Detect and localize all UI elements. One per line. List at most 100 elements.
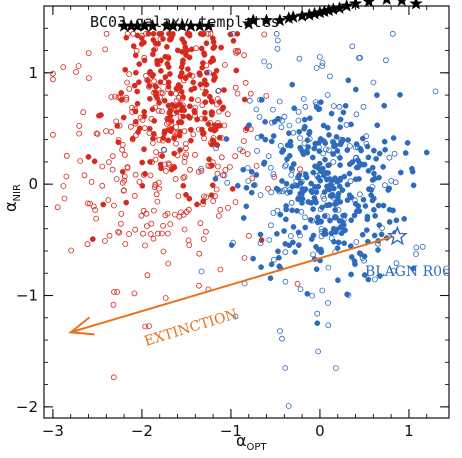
- data-point-open: [286, 122, 293, 129]
- data-point-filled: [190, 79, 197, 86]
- data-point-filled: [337, 162, 343, 168]
- data-point-open: [312, 186, 319, 193]
- data-point-open: [150, 207, 157, 214]
- data-point-filled: [200, 130, 207, 137]
- data-point-open: [140, 207, 147, 214]
- data-point-filled: [191, 109, 198, 116]
- data-point-filled: [208, 192, 215, 199]
- data-point-open: [241, 255, 248, 261]
- data-point-filled: [218, 44, 224, 51]
- data-point-open: [132, 171, 139, 178]
- data-point-open: [187, 166, 193, 173]
- data-point-filled: [301, 116, 308, 123]
- data-point-open: [110, 301, 117, 308]
- tick-labels: −3 −2 −1 0 1−2−101: [16, 64, 414, 440]
- data-point-filled: [371, 232, 378, 239]
- data-point-open: [234, 90, 241, 97]
- data-point-filled: [199, 64, 206, 71]
- data-point-open: [54, 204, 61, 211]
- data-point-filled: [373, 155, 379, 162]
- data-point-filled: [289, 207, 295, 214]
- data-point-filled: [152, 40, 159, 47]
- data-point-filled: [182, 75, 189, 82]
- data-point-open: [165, 160, 172, 167]
- data-point-filled: [156, 100, 162, 106]
- data-point-filled: [344, 197, 351, 203]
- data-point-filled: [331, 185, 337, 192]
- data-point-open: [151, 184, 158, 191]
- data-point-open: [270, 106, 276, 113]
- data-point-filled: [147, 68, 154, 75]
- data-point-filled: [315, 139, 322, 146]
- data-point-open: [318, 249, 325, 256]
- data-point-filled: [340, 109, 347, 116]
- data-point-filled: [171, 135, 178, 142]
- data-point-open: [334, 151, 341, 158]
- data-point-filled: [289, 81, 296, 88]
- data-point-open: [296, 232, 303, 239]
- data-point-filled: [335, 277, 341, 284]
- data-point-open: [138, 212, 145, 219]
- data-point-open: [113, 176, 120, 183]
- data-point-filled: [335, 239, 342, 246]
- data-point-filled: [352, 261, 358, 268]
- data-point-open: [330, 103, 337, 109]
- data-point-open: [106, 232, 113, 239]
- data-point-open: [300, 171, 307, 178]
- data-point-open: [192, 151, 198, 158]
- data-point-open: [282, 163, 288, 170]
- data-point-open: [181, 173, 188, 180]
- data-point-open: [251, 181, 258, 188]
- y-tick-label: −1: [16, 287, 38, 305]
- data-point-open: [186, 242, 193, 249]
- data-point-open: [389, 30, 396, 37]
- data-point-filled: [376, 222, 383, 228]
- data-point-open: [324, 92, 331, 98]
- data-point-filled: [268, 138, 275, 145]
- template-star: [382, 0, 391, 6]
- data-point-open: [316, 171, 323, 178]
- data-point-open: [167, 221, 174, 228]
- data-point-open: [268, 119, 275, 126]
- data-point-filled: [210, 39, 217, 45]
- data-point-filled: [360, 196, 367, 203]
- data-point-open: [279, 335, 285, 342]
- data-point-filled: [200, 60, 206, 66]
- data-point-filled: [194, 116, 200, 123]
- data-point-open: [85, 50, 92, 56]
- data-point-open: [276, 98, 283, 105]
- data-point-open: [84, 200, 91, 207]
- data-point-open: [241, 52, 248, 59]
- data-point-filled: [348, 271, 354, 278]
- data-point-filled: [290, 224, 297, 230]
- data-point-open: [199, 102, 206, 109]
- data-point-open: [132, 226, 139, 233]
- data-point-filled: [203, 81, 210, 88]
- data-point-open: [318, 225, 325, 232]
- data-point-filled: [375, 202, 382, 209]
- data-point-filled: [161, 97, 168, 104]
- data-point-open: [200, 236, 207, 243]
- data-point-filled: [397, 169, 404, 176]
- data-point-open: [265, 185, 271, 192]
- data-point-open: [198, 168, 205, 174]
- data-point-filled: [342, 227, 348, 234]
- data-point-open: [253, 106, 260, 113]
- data-point-open: [119, 146, 125, 153]
- data-point-open: [328, 182, 334, 189]
- data-point-filled: [328, 110, 335, 117]
- data-point-open: [413, 244, 420, 251]
- data-point-open: [60, 183, 67, 189]
- data-point-filled: [158, 68, 164, 74]
- data-point-open: [277, 142, 284, 149]
- data-point-filled: [158, 57, 164, 64]
- template-star: [246, 13, 260, 27]
- data-point-open: [266, 237, 273, 243]
- data-point-filled: [145, 77, 151, 84]
- data-point-filled: [365, 168, 372, 174]
- data-point-open: [328, 235, 335, 242]
- data-point-filled: [186, 115, 193, 121]
- data-point-open: [343, 121, 350, 128]
- data-point-open: [213, 186, 220, 193]
- data-point-filled: [380, 202, 387, 209]
